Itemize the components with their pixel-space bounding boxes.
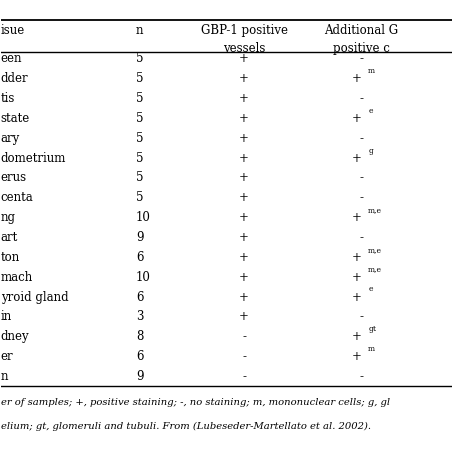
Text: GBP-1 positive: GBP-1 positive — [201, 24, 288, 37]
Text: +: + — [239, 251, 249, 264]
Text: +: + — [239, 172, 249, 184]
Text: m: m — [368, 67, 375, 75]
Text: +: + — [352, 291, 362, 303]
Text: ton: ton — [0, 251, 20, 264]
Text: +: + — [352, 112, 362, 125]
Text: +: + — [239, 132, 249, 145]
Text: g: g — [368, 146, 373, 155]
Text: 5: 5 — [136, 72, 144, 85]
Text: +: + — [239, 152, 249, 164]
Text: isue: isue — [0, 24, 25, 37]
Text: +: + — [239, 310, 249, 323]
Text: -: - — [359, 191, 364, 204]
Text: een: een — [0, 52, 22, 65]
Text: +: + — [239, 52, 249, 65]
Text: 8: 8 — [136, 330, 143, 343]
Text: dney: dney — [0, 330, 29, 343]
Text: in: in — [0, 310, 12, 323]
Text: -: - — [242, 330, 246, 343]
Text: 5: 5 — [136, 152, 144, 164]
Text: n: n — [136, 24, 144, 37]
Text: +: + — [352, 251, 362, 264]
Text: centa: centa — [0, 191, 34, 204]
Text: m,e: m,e — [368, 246, 382, 254]
Text: +: + — [239, 112, 249, 125]
Text: +: + — [239, 211, 249, 224]
Text: +: + — [352, 350, 362, 363]
Text: art: art — [0, 231, 18, 244]
Text: n: n — [0, 370, 8, 383]
Text: +: + — [352, 72, 362, 85]
Text: positive c: positive c — [333, 42, 390, 55]
Text: e: e — [368, 285, 373, 293]
Text: e: e — [368, 107, 373, 115]
Text: -: - — [359, 231, 364, 244]
Text: +: + — [239, 271, 249, 283]
Text: -: - — [359, 92, 364, 105]
Text: -: - — [359, 132, 364, 145]
Text: m: m — [368, 345, 375, 353]
Text: m,e: m,e — [368, 265, 382, 273]
Text: vessels: vessels — [223, 42, 265, 55]
Text: +: + — [239, 191, 249, 204]
Text: gt: gt — [368, 325, 376, 333]
Text: 9: 9 — [136, 231, 144, 244]
Text: 9: 9 — [136, 370, 144, 383]
Text: state: state — [0, 112, 30, 125]
Text: +: + — [352, 330, 362, 343]
Text: +: + — [239, 231, 249, 244]
Text: erus: erus — [0, 172, 27, 184]
Text: +: + — [239, 72, 249, 85]
Text: yroid gland: yroid gland — [0, 291, 68, 303]
Text: -: - — [359, 172, 364, 184]
Text: 5: 5 — [136, 132, 144, 145]
Text: -: - — [242, 350, 246, 363]
Text: 6: 6 — [136, 350, 144, 363]
Text: 10: 10 — [136, 211, 151, 224]
Text: 5: 5 — [136, 112, 144, 125]
Text: dder: dder — [0, 72, 28, 85]
Text: er: er — [0, 350, 13, 363]
Text: mach: mach — [0, 271, 33, 283]
Text: -: - — [359, 52, 364, 65]
Text: 6: 6 — [136, 291, 144, 303]
Text: tis: tis — [0, 92, 15, 105]
Text: 5: 5 — [136, 52, 144, 65]
Text: -: - — [359, 370, 364, 383]
Text: 5: 5 — [136, 172, 144, 184]
Text: er of samples; +, positive staining; -, no staining; m, mononuclear cells; g, gl: er of samples; +, positive staining; -, … — [0, 398, 390, 407]
Text: +: + — [352, 211, 362, 224]
Text: Additional G: Additional G — [324, 24, 399, 37]
Text: m,e: m,e — [368, 206, 382, 214]
Text: 10: 10 — [136, 271, 151, 283]
Text: +: + — [352, 152, 362, 164]
Text: 3: 3 — [136, 310, 144, 323]
Text: elium; gt, glomeruli and tubuli. From (Lubeseder-Martellato et al. 2002).: elium; gt, glomeruli and tubuli. From (L… — [0, 422, 371, 431]
Text: +: + — [239, 291, 249, 303]
Text: ng: ng — [0, 211, 16, 224]
Text: 5: 5 — [136, 191, 144, 204]
Text: +: + — [239, 92, 249, 105]
Text: 5: 5 — [136, 92, 144, 105]
Text: -: - — [359, 310, 364, 323]
Text: 6: 6 — [136, 251, 144, 264]
Text: ary: ary — [0, 132, 20, 145]
Text: dometrium: dometrium — [0, 152, 66, 164]
Text: +: + — [352, 271, 362, 283]
Text: -: - — [242, 370, 246, 383]
